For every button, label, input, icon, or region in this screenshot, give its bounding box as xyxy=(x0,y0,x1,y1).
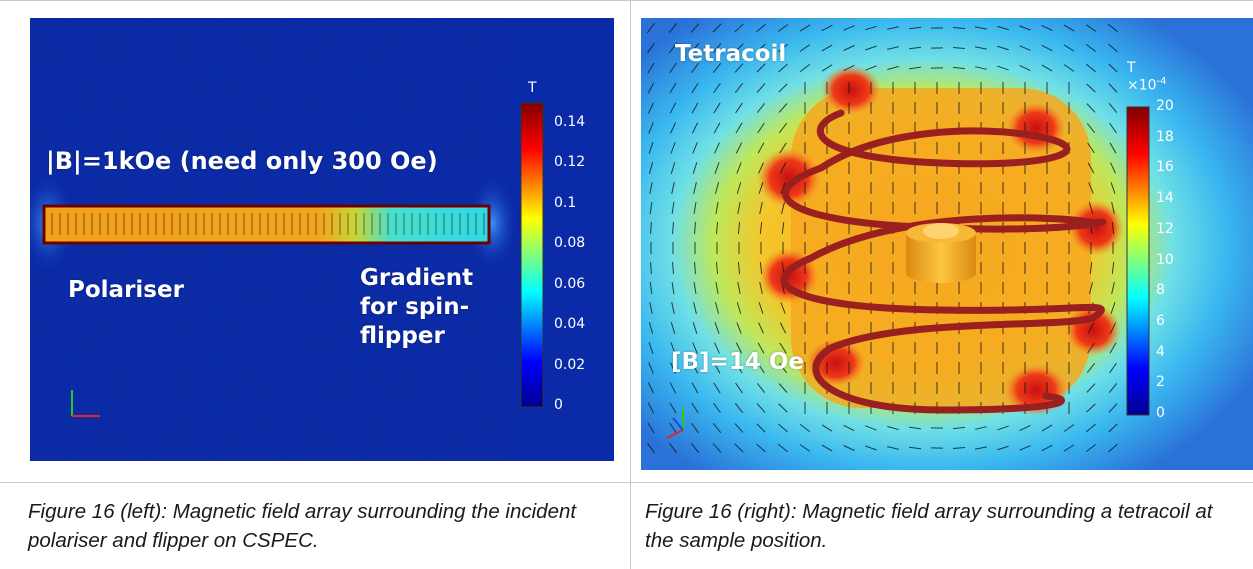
colorbar-right-unit: T xyxy=(1127,60,1136,76)
colorbar-left-tick-label: 0.14 xyxy=(554,114,586,130)
colorbar-left-tick-label: 0.12 xyxy=(554,154,586,171)
colorbar-right-tick-label: 8 xyxy=(1156,282,1165,299)
right-field-label: [B]=14 Oe xyxy=(671,349,804,375)
axis-triad-left xyxy=(71,390,100,417)
table-divider-vertical xyxy=(630,0,631,569)
colorbar-left-tick-label: 0.08 xyxy=(554,235,586,252)
tetracoil-windings xyxy=(780,109,1107,414)
caption-left: Figure 16 (left): Magnetic field array s… xyxy=(28,500,577,552)
sample-cylinder xyxy=(906,223,976,283)
colorbar-right-multiplier: ×10-4 xyxy=(1127,76,1167,94)
colorbar-left-tick-label: 0.1 xyxy=(554,194,577,211)
axis-triad-right xyxy=(666,408,684,439)
colorbar-right-tick-label: 20 xyxy=(1156,98,1174,114)
left-field-label: |B|=1kOe (need only 300 Oe) xyxy=(46,147,438,175)
colorbar-left xyxy=(520,102,544,408)
table-divider-horizontal xyxy=(0,482,1253,483)
colorbar-left-unit: T xyxy=(528,80,537,96)
colorbar-right-tick-label: 10 xyxy=(1156,251,1174,268)
colorbar-right-tick-label: 12 xyxy=(1156,220,1174,237)
colorbar-left-tick-label: 0.04 xyxy=(554,316,586,333)
left-field-simulation: |B|=1kOe (need only 300 Oe) Polariser Gr… xyxy=(30,18,614,461)
caption-right: Figure 16 (right): Magnetic field array … xyxy=(645,500,1213,552)
left-end-glow-right xyxy=(466,175,518,271)
colorbar-left-tick-label: 0.06 xyxy=(554,275,586,292)
multiplier-base: ×10 xyxy=(1127,77,1157,94)
multiplier-exponent: -4 xyxy=(1156,76,1167,87)
colorbar-left-tick-label: 0 xyxy=(554,397,563,413)
polariser-bar xyxy=(42,204,491,245)
table-border-top xyxy=(0,0,1253,1)
colorbar-right-tick-label: 6 xyxy=(1156,312,1165,329)
polariser-label: Polariser xyxy=(68,277,184,303)
colorbar-left-tick-label: 0.02 xyxy=(554,356,586,373)
colorbar-right-tick-label: 4 xyxy=(1156,343,1165,360)
right-field-simulation: Tetracoil [B]=14 Oe T ×10-4 20 18 16 14 12 10… xyxy=(641,18,1253,470)
colorbar-right xyxy=(1126,106,1150,416)
colorbar-right-tick-label: 2 xyxy=(1156,374,1165,391)
colorbar-right-tick-label: 14 xyxy=(1156,190,1174,207)
colorbar-right-tick-label: 16 xyxy=(1156,159,1174,176)
colorbar-right-tick-label: 18 xyxy=(1156,128,1174,145)
tetracoil-label: Tetracoil xyxy=(675,41,787,67)
colorbar-right-tick-label: 0 xyxy=(1156,405,1165,421)
gradient-label: Gradient for spin- flipper xyxy=(360,265,474,349)
bar-arrow-field xyxy=(51,213,485,235)
